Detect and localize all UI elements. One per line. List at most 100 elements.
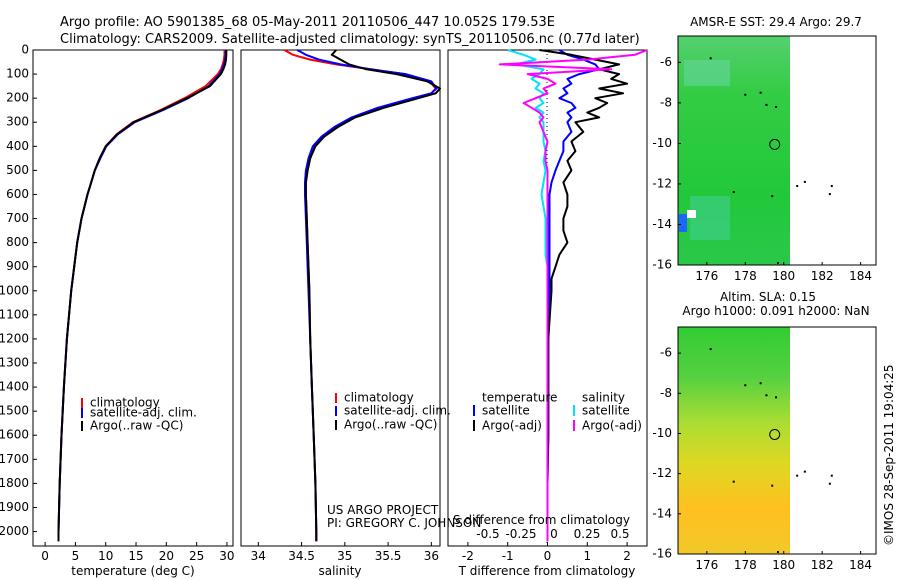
map-x-tick-label: 184 — [849, 269, 872, 283]
sst-map-title: AMSR-E SST: 29.4 Argo: 29.7 — [690, 15, 862, 29]
legend-salinity-title: salinity — [582, 391, 625, 405]
x-tick-label: 15 — [128, 549, 143, 563]
depth-tick-label: 1200 — [0, 331, 29, 345]
sst-map-frame — [677, 35, 877, 266]
legend-satellite-label: satellite-adj. clim. — [344, 404, 451, 418]
temperature-difference-label: T difference from climatology — [458, 564, 636, 578]
map-y-tick-label: -14 — [652, 506, 672, 520]
s-diff-tick-label: 0.5 — [610, 527, 629, 541]
sla-island-dots — [709, 348, 833, 553]
island-dot — [732, 480, 735, 483]
legend-temperature-title: temperature — [482, 391, 557, 405]
x-tick-label: 35.5 — [375, 549, 402, 563]
salinity-difference-label: S difference from climatology — [453, 513, 630, 527]
depth-tick-label: 1400 — [0, 380, 29, 394]
x-tick-label: 10 — [98, 549, 113, 563]
island-dot — [765, 103, 768, 106]
map-x-tick-label: 176 — [695, 269, 718, 283]
island-dot — [830, 474, 833, 477]
island-dot — [803, 180, 806, 183]
map-y-tick-label: -10 — [652, 136, 672, 150]
profile-line-satellite-adj-clim- — [296, 49, 438, 542]
island-dot — [765, 394, 768, 397]
imos-credit: ©IMOS 28-Sep-2011 19:04:25 — [882, 364, 896, 546]
x-tick-label: 1 — [583, 549, 591, 563]
depth-tick-label: 600 — [6, 187, 29, 201]
profile-line-argo-raw-qc- — [57, 50, 228, 542]
island-dot — [759, 91, 762, 94]
sst-cool-patch — [684, 60, 730, 86]
difference-x-axis: -2 -1 0 1 2 — [462, 542, 631, 563]
temperature-panel: 0100200300400500600700800900100011001200… — [0, 43, 235, 579]
x-tick-label: 34.5 — [288, 549, 315, 563]
temperature-legend: climatology satellite-adj. clim. Argo(..… — [81, 396, 197, 433]
legend-t-argo-label: Argo(-adj) — [482, 419, 542, 433]
argo-float-position-marker — [769, 138, 781, 150]
sst-map-panel: AMSR-E SST: 29.4 Argo: 29.7 176 178 180 182… — [652, 15, 877, 283]
x-tick-label: 34 — [251, 549, 266, 563]
depth-tick-label: 1300 — [0, 356, 29, 370]
profile-line-temperature-satellite — [546, 49, 601, 542]
sla-data-field — [678, 327, 790, 554]
salinity-plot-frame — [240, 49, 441, 547]
legend-climatology-label: climatology — [344, 391, 414, 405]
x-tick-label: 30 — [219, 549, 234, 563]
map-y-tick-label: -6 — [660, 55, 672, 69]
sst-blue-pixels — [679, 214, 687, 232]
legend-s-argo-label: Argo(-adj) — [582, 419, 642, 433]
depth-tick-label: 800 — [6, 235, 29, 249]
depth-axis: 0 100 200 300 400 500 600 700 800 900 1000 1100 1200… — [0, 43, 37, 538]
legend-satellite-label: satellite-adj. clim. — [90, 406, 197, 420]
profile-line-satellite-adj-clim- — [57, 50, 227, 542]
sst-cool-patch-south — [690, 196, 730, 240]
map-x-tick-label: 180 — [772, 269, 795, 283]
map-y-tick-label: -12 — [652, 466, 672, 480]
x-tick-label: -1 — [502, 549, 514, 563]
salinity-difference-tick-labels: -0.5 -0.25 0 0.25 0.5 — [476, 527, 629, 541]
island-dot — [775, 396, 778, 399]
map-x-tick-label: 184 — [849, 558, 872, 572]
s-diff-tick-label: -0.25 — [505, 527, 536, 541]
x-tick-label: 36 — [424, 549, 439, 563]
sla-map-title-line-1: Altim. SLA: 0.15 — [720, 290, 816, 304]
island-dot — [796, 184, 799, 187]
temperature-plot-frame — [32, 49, 234, 547]
profile-line-climatology — [283, 49, 437, 542]
island-dot — [771, 195, 774, 198]
map-x-tick-label: 182 — [811, 558, 834, 572]
s-diff-tick-label: 0 — [550, 527, 558, 541]
legend-s-satellite-label: satellite — [582, 404, 630, 418]
map-y-tick-label: -14 — [652, 217, 672, 231]
map-x-tick-label: 178 — [734, 269, 757, 283]
depth-tick-label: 1000 — [0, 283, 29, 297]
argo-float-position-marker — [769, 428, 781, 440]
profile-line-salinity-satellite — [507, 49, 549, 542]
x-tick-label: 25 — [189, 549, 204, 563]
s-diff-tick-label: 0.25 — [574, 527, 601, 541]
sst-island-dots — [709, 57, 833, 264]
depth-tick-label: 1500 — [0, 404, 29, 418]
depth-tick-label: 400 — [6, 139, 29, 153]
temperature-x-label: temperature (deg C) — [71, 564, 194, 578]
legend-climatology-label: climatology — [90, 396, 160, 410]
island-dot — [776, 261, 779, 264]
x-tick-label: 35 — [337, 549, 352, 563]
salinity-x-axis: 34 34.5 35 35.5 36 — [251, 542, 439, 563]
x-tick-label: 20 — [159, 549, 174, 563]
temperature-series — [57, 50, 228, 542]
island-dot — [776, 550, 779, 553]
depth-tick-label: 1100 — [0, 307, 29, 321]
s-diff-tick-label: -0.5 — [476, 527, 499, 541]
map-x-tick-label: 176 — [695, 558, 718, 572]
difference-series — [498, 49, 648, 542]
map-x-tick-label: 180 — [772, 558, 795, 572]
depth-tick-label: 1800 — [0, 476, 29, 490]
island-dot — [732, 191, 735, 194]
project-credit-line-2: PI: GREGORY C. JOHNSON — [327, 516, 481, 530]
island-dot — [709, 348, 712, 351]
island-dot — [796, 474, 799, 477]
legend-argo-label: Argo(..raw -QC) — [344, 418, 437, 432]
x-tick-label: 0 — [544, 549, 552, 563]
salinity-legend: climatology satellite-adj. clim. Argo(..… — [335, 391, 451, 432]
sla-map-panel: Altim. SLA: 0.15 Argo h1000: 0.091 h2000… — [652, 290, 877, 572]
